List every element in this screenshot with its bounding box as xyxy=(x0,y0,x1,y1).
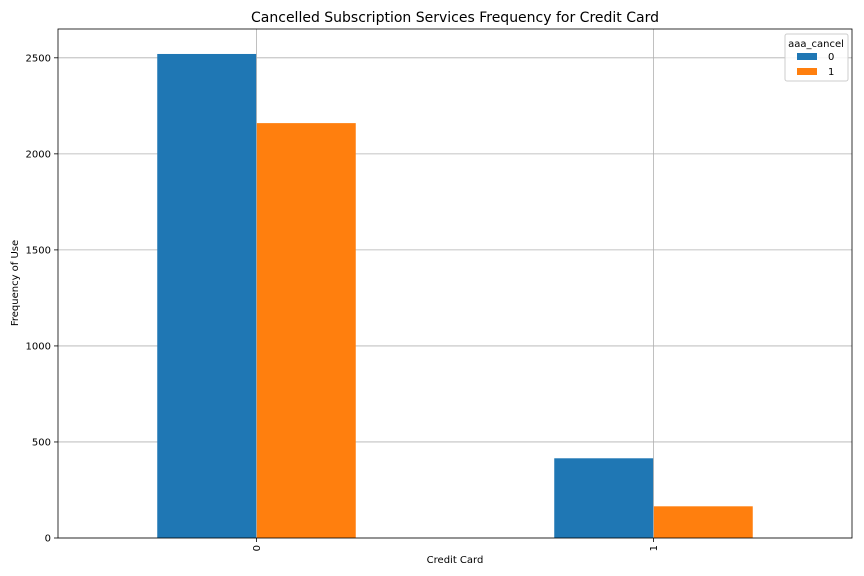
legend-title: aaa_cancel xyxy=(788,39,844,50)
bar-1-series-1 xyxy=(653,506,753,538)
chart-title: Cancelled Subscription Services Frequenc… xyxy=(251,10,659,26)
legend-swatch-0 xyxy=(797,53,817,60)
legend-label-1: 1 xyxy=(828,67,834,78)
y-tick-label: 500 xyxy=(32,437,51,448)
y-tick-label: 1500 xyxy=(26,245,51,256)
y-tick-label: 2500 xyxy=(26,53,51,64)
x-tick-label: 0 xyxy=(252,545,263,551)
x-tick-label: 1 xyxy=(649,545,660,551)
bar-0-series-0 xyxy=(157,53,257,538)
bar-1-series-0 xyxy=(554,458,654,538)
legend-label-0: 0 xyxy=(828,52,834,63)
x-axis-title: Credit Card xyxy=(427,555,484,566)
y-axis-title: Frequency of Use xyxy=(10,240,21,326)
plot-area: 0 500 1000 1500 2000 2500 0 1 xyxy=(26,28,853,551)
y-tick-label: 0 xyxy=(45,534,51,545)
y-tick-label: 1000 xyxy=(26,341,51,352)
legend-swatch-1 xyxy=(797,68,817,75)
bar-0-series-1 xyxy=(256,123,356,539)
legend: aaa_cancel 0 1 xyxy=(784,33,849,82)
plot-frame xyxy=(57,28,853,539)
y-tick-label: 2000 xyxy=(26,149,51,160)
